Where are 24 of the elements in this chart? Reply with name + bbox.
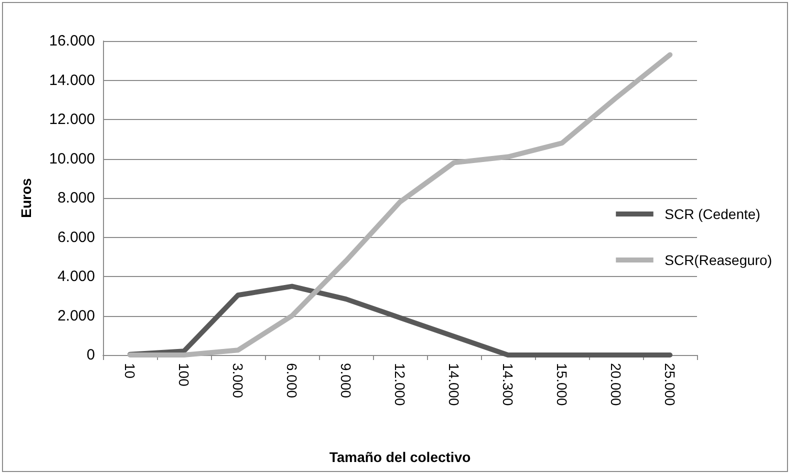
y-tick-label: 12.000 [49,111,95,128]
x-tick-label: 100 [176,363,192,387]
y-tick-label: 8.000 [57,190,95,206]
y-tick-label: 14.000 [49,72,95,89]
x-tick-label: 25.000 [662,363,678,406]
x-tick-label: 12.000 [392,363,408,406]
x-tick-label: 14.300 [500,363,516,406]
y-tick-label: 10.000 [49,150,95,168]
x-tick-label: 10 [122,363,138,379]
y-tick-label: 2.000 [57,307,95,324]
legend-label: SCR (Cedente) [664,206,760,222]
x-axis-title: Tamaño del colectivo [329,449,471,465]
x-tick-label: 15.000 [554,363,570,406]
y-axis-title: Euros [18,178,34,218]
y-tick-label: 0 [86,346,95,364]
y-tick-label: 6.000 [57,228,95,246]
x-tick-label: 14.000 [446,363,462,406]
x-tick-label: 3.000 [230,363,246,398]
y-tick-label: 4.000 [57,268,95,285]
legend-label: SCR(Reaseguro) [664,252,772,268]
x-tick-label: 20.000 [608,363,624,406]
x-tick-label: 9.000 [338,363,354,398]
y-tick-label: 16.000 [49,32,95,50]
x-tick-label: 6.000 [284,363,300,398]
